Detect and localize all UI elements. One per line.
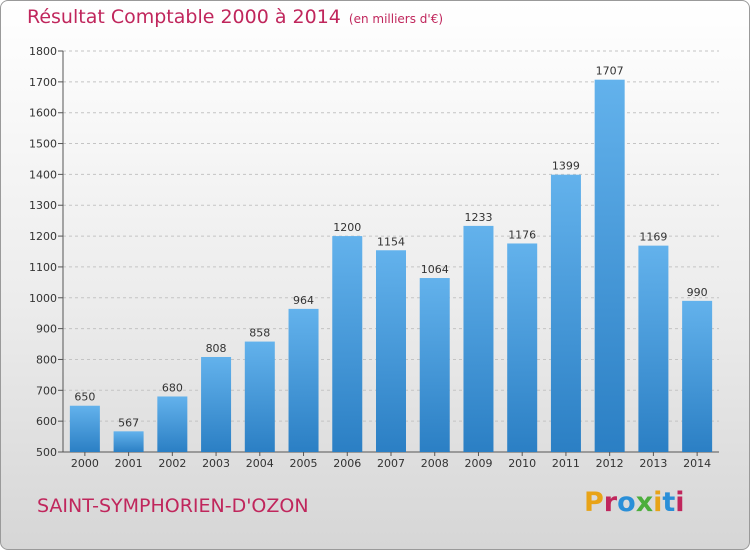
x-tick-label: 2014: [683, 457, 711, 470]
bar-value-label: 1064: [421, 263, 449, 276]
bar-value-label: 680: [162, 381, 183, 394]
y-tick-label: 800: [36, 353, 57, 366]
logo-letter: i: [675, 487, 685, 518]
x-tick-label: 2010: [508, 457, 536, 470]
x-tick-label: 2009: [464, 457, 492, 470]
chart-title-text: Résultat Comptable 2000 à 2014: [27, 6, 341, 28]
y-tick-label: 1200: [29, 230, 57, 243]
bar-value-label: 567: [118, 416, 139, 429]
y-tick-label: 1400: [29, 168, 57, 181]
proxiti-logo: Proxiti: [584, 487, 685, 518]
bar-value-label: 1169: [639, 231, 667, 244]
logo-letter: i: [653, 487, 663, 518]
x-tick-label: 2011: [552, 457, 580, 470]
y-tick-label: 700: [36, 384, 57, 397]
y-tick-label: 1500: [29, 138, 57, 151]
bar-value-label: 1707: [596, 65, 624, 78]
bar: [507, 243, 538, 452]
x-tick-label: 2001: [115, 457, 143, 470]
bar-value-label: 1176: [508, 228, 536, 241]
bar: [288, 308, 319, 452]
x-tick-label: 2003: [202, 457, 230, 470]
x-tick-label: 2000: [71, 457, 99, 470]
bar-value-label: 650: [74, 391, 95, 404]
bar: [463, 225, 494, 452]
bar: [594, 79, 625, 452]
logo-letter: r: [603, 487, 618, 518]
bar: [638, 245, 669, 452]
logo-letter: x: [635, 487, 654, 518]
bar-value-label: 1399: [552, 160, 580, 173]
y-tick-label: 1700: [29, 76, 57, 89]
bar: [244, 341, 275, 452]
bar: [550, 174, 581, 453]
chart-subtitle: (en milliers d'€): [348, 12, 444, 26]
logo-letter: t: [662, 487, 676, 518]
chart-title: Résultat Comptable 2000 à 2014 (en millie…: [27, 6, 443, 28]
x-tick-label: 2004: [246, 457, 274, 470]
x-tick-label: 2005: [290, 457, 318, 470]
y-tick-label: 600: [36, 415, 57, 428]
bar: [113, 431, 144, 452]
y-tick-label: 1100: [29, 261, 57, 274]
y-tick-label: 1300: [29, 199, 57, 212]
bar-value-label: 1154: [377, 235, 405, 248]
bar-value-label: 1233: [464, 211, 492, 224]
bar: [69, 405, 100, 452]
y-tick-label: 500: [36, 446, 57, 459]
place-name: SAINT-SYMPHORIEN-D'OZON: [37, 495, 309, 517]
x-tick-label: 2013: [639, 457, 667, 470]
x-tick-label: 2002: [158, 457, 186, 470]
y-tick-label: 1800: [29, 45, 57, 58]
bar-value-label: 808: [206, 342, 227, 355]
y-tick-label: 900: [36, 323, 57, 336]
bar-value-label: 964: [293, 294, 314, 307]
bar: [201, 356, 232, 452]
x-tick-label: 2007: [377, 457, 405, 470]
bar: [682, 300, 713, 452]
x-tick-label: 2012: [596, 457, 624, 470]
bar: [419, 278, 450, 452]
y-tick-label: 1600: [29, 107, 57, 120]
y-tick-label: 1000: [29, 292, 57, 305]
bar-value-label: 858: [249, 327, 270, 340]
bar-value-label: 1200: [333, 221, 361, 234]
x-tick-label: 2008: [421, 457, 449, 470]
logo-letter: P: [584, 487, 604, 518]
bar-value-label: 990: [687, 286, 708, 299]
x-tick-label: 2006: [333, 457, 361, 470]
bar: [332, 236, 363, 452]
logo-letter: o: [617, 487, 636, 518]
bar: [157, 396, 188, 452]
bar: [376, 250, 406, 452]
